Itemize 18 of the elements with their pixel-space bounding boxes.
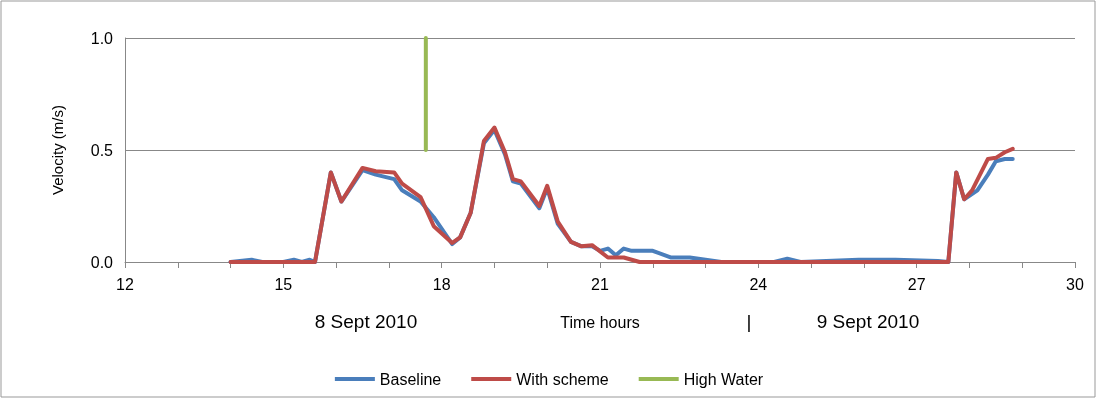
legend-label: High Water	[683, 370, 764, 388]
x-tick-label: 30	[1066, 275, 1084, 293]
y-tick-label: 0.5	[90, 141, 114, 159]
y-axis-title: Velocity (m/s)	[49, 104, 66, 196]
text: 9 Sept 2010	[816, 311, 920, 332]
x-axis-title: Time hours	[560, 313, 640, 331]
x-tick-label: 15	[274, 275, 293, 293]
y-tick-label: 1.0	[90, 29, 114, 47]
x-tick-label: 12	[116, 275, 134, 293]
x-tick-label: 18	[432, 275, 451, 293]
x-tick-label: 21	[591, 275, 609, 293]
legend-label: Baseline	[379, 370, 442, 388]
legend-label: With scheme	[516, 370, 609, 388]
y-tick-label: 0.0	[90, 253, 114, 271]
text: |	[746, 311, 752, 332]
x-tick-label: 27	[907, 275, 926, 293]
text: 8 Sept 2010	[314, 311, 418, 332]
x-tick-label: 24	[749, 275, 768, 293]
